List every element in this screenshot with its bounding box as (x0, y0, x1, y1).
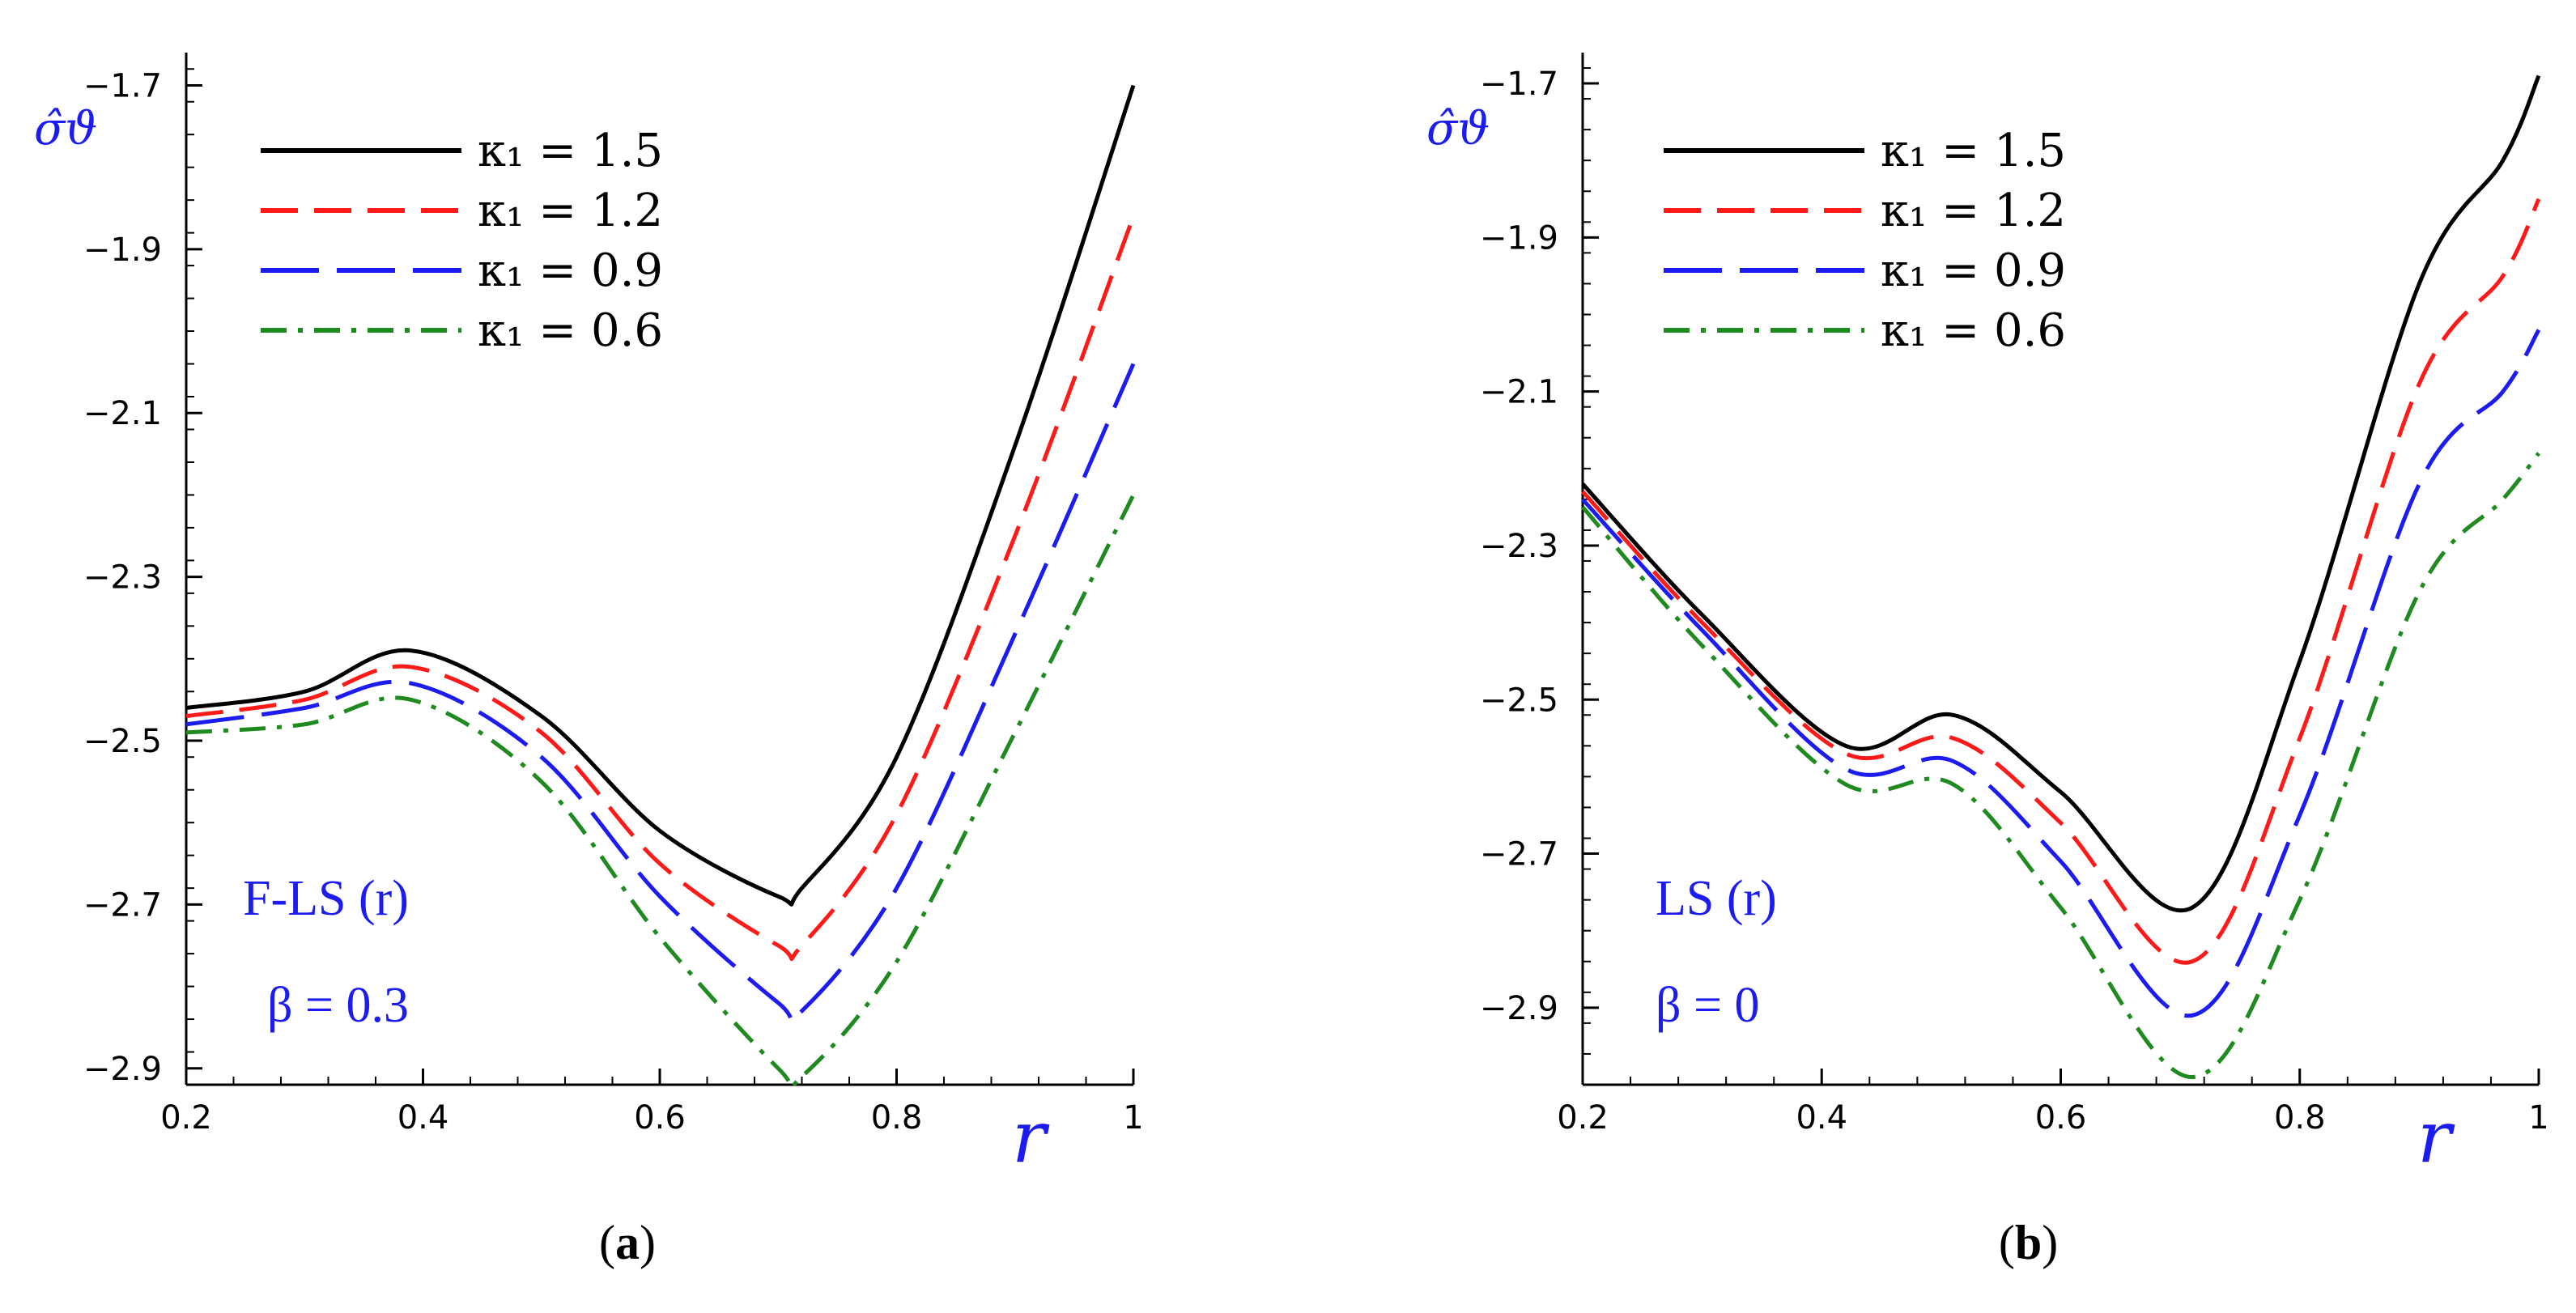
annotation-1: LS (r) (1656, 871, 1777, 926)
y-tick-label: −2.1 (83, 395, 162, 432)
legend-label-3: κ₁ = 0.9 (478, 244, 663, 297)
x-tick-label: 0.6 (2035, 1099, 2087, 1137)
chart-panel-a: −1.7 −1.9 −2.1 −2.3 −2.5 −2.7 −2.9 0.2 0.4 0.6 0.8… (34, 53, 1144, 1269)
legend-label-2: κ₁ = 1.2 (1881, 185, 2066, 237)
annotation-2: β = 0.3 (267, 978, 409, 1033)
x-tick-label: 0.8 (871, 1099, 923, 1137)
panel-label: (a) (599, 1216, 656, 1269)
x-tick-label: 0.2 (1557, 1099, 1609, 1137)
series-line-2 (185, 215, 1136, 961)
x-axis-label: r (1012, 1095, 1050, 1179)
y-tick-label: −1.9 (83, 232, 162, 269)
y-tick-label: −2.5 (1480, 682, 1558, 719)
legend-label-2: κ₁ = 1.2 (478, 185, 663, 237)
legend-label-4: κ₁ = 0.6 (478, 304, 663, 357)
x-tick-label: 0.4 (397, 1099, 449, 1137)
y-axis-label: σ̂ϑ (34, 103, 97, 155)
x-tick-label: 1 (2528, 1099, 2548, 1137)
y-axis-label: σ̂ϑ (1426, 103, 1490, 155)
x-tick-label: 0.8 (2274, 1099, 2326, 1137)
panel-label: (b) (1999, 1216, 2058, 1269)
x-tick-label: 0.6 (634, 1099, 686, 1137)
y-tick-label: −2.7 (83, 886, 162, 924)
legend-label-4: κ₁ = 0.6 (1881, 304, 2066, 357)
x-axis-label: r (2417, 1095, 2455, 1179)
y-tick-label: −2.9 (1480, 990, 1558, 1027)
legend-label-3: κ₁ = 0.9 (1881, 244, 2066, 297)
y-tick-label: −2.9 (83, 1051, 162, 1088)
x-tick-label: 0.2 (160, 1099, 212, 1137)
y-tick-label: −1.7 (1480, 66, 1558, 103)
x-tick-label: 0.4 (1796, 1099, 1847, 1137)
series-line-1 (185, 84, 1136, 907)
chart-panel-b: −1.7 −1.9 −2.1 −2.3 −2.5 −2.7 −2.9 0.2 0.4 0.6 0.8… (1426, 53, 2549, 1269)
y-tick-label: −1.7 (83, 67, 162, 104)
y-tick-label: −2.3 (83, 559, 162, 597)
y-tick-label: −2.5 (83, 723, 162, 760)
legend-label-1: κ₁ = 1.5 (478, 125, 663, 177)
y-tick-label: −2.1 (1480, 374, 1558, 411)
series-line-1 (1581, 74, 2541, 913)
annotation-1: F-LS (r) (243, 871, 409, 926)
series-line-4 (185, 494, 1136, 1090)
x-tick-label: 1 (1123, 1099, 1143, 1137)
legend-label-1: κ₁ = 1.5 (1881, 125, 2066, 177)
y-tick-label: −2.3 (1480, 528, 1558, 565)
series-line-3 (1581, 329, 2541, 1018)
annotation-2: β = 0 (1656, 978, 1760, 1033)
y-tick-label: −1.9 (1480, 219, 1558, 257)
series-line-4 (1581, 452, 2540, 1079)
series-line-3 (185, 363, 1136, 1024)
y-tick-label: −2.7 (1480, 836, 1558, 873)
series-line-2 (1581, 198, 2541, 965)
